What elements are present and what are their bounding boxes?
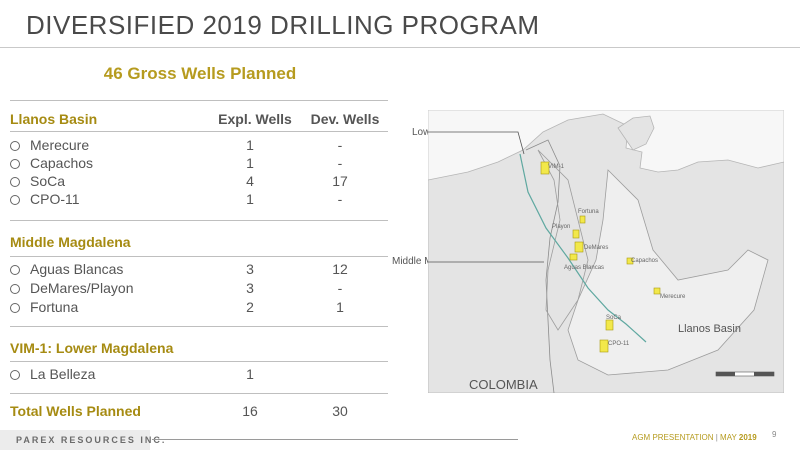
row-dev-value: - — [337, 191, 343, 207]
section-heading-llanos: Llanos Basin — [10, 111, 98, 127]
map-scale-segment — [716, 372, 735, 376]
slide-title: DIVERSIFIED 2019 DRILLING PROGRAM — [26, 10, 540, 40]
label-colombia: COLOMBIA — [469, 377, 538, 392]
table-row: Merecure 1 - — [10, 137, 390, 155]
block-cpo11 — [599, 339, 609, 353]
row-name: La Belleza — [30, 366, 96, 382]
label-llanos-basin: Llanos Basin — [678, 323, 741, 335]
row-dev-value: 1 — [336, 299, 344, 315]
block-demares — [574, 241, 584, 253]
footer-rule — [152, 439, 518, 440]
block-capachos — [626, 257, 634, 265]
bullet-circle-icon — [10, 370, 20, 380]
table-row: CPO-11 1 - — [10, 191, 390, 209]
row-expl-value: 4 — [246, 173, 254, 189]
column-header-expl: Expl. Wells — [218, 111, 292, 127]
bullet-circle-icon — [10, 141, 20, 151]
label-cpo11: CPO-11 — [608, 341, 630, 347]
section-heading-middle-magdalena: Middle Magdalena — [10, 234, 131, 250]
footer-year: 2019 — [738, 433, 757, 442]
footer-separator: | — [715, 433, 718, 442]
block-fortuna — [579, 215, 586, 224]
row-expl-value: 1 — [246, 191, 254, 207]
row-name: CPO-11 — [30, 191, 80, 207]
row-dev-value: 17 — [332, 173, 348, 189]
row-name: Aguas Blancas — [30, 261, 124, 277]
block-aguas-blancas — [569, 253, 578, 261]
row-expl-value: 1 — [246, 155, 254, 171]
column-header-dev: Dev. Wells — [310, 111, 380, 127]
row-expl-value: 1 — [246, 366, 254, 382]
table-row: SoCa 4 17 — [10, 173, 390, 191]
section-rule — [10, 256, 388, 257]
table-row: La Belleza 1 — [10, 366, 390, 384]
label-merecure: Merecure — [660, 294, 686, 300]
row-name: Fortuna — [30, 299, 79, 315]
section-rule — [10, 326, 388, 327]
footer-month: MAY — [720, 433, 737, 442]
footer-presentation-info: AGM PRESENTATION | MAY 2019 — [632, 433, 757, 442]
section-rule — [10, 131, 388, 132]
block-merecure — [653, 287, 661, 295]
section-rule — [10, 220, 388, 221]
row-dev-value: - — [337, 280, 343, 296]
row-dev-value: 12 — [332, 261, 348, 277]
row-name: DeMares/Playon — [30, 280, 134, 296]
bullet-circle-icon — [10, 159, 20, 169]
label-aguas-blancas: Aguas Blancas — [564, 265, 604, 271]
table-row: Aguas Blancas 3 12 — [10, 261, 390, 279]
company-logo-text: PAREX RESOURCES INC. — [16, 435, 167, 445]
section-rule — [10, 393, 388, 394]
bullet-circle-icon — [10, 303, 20, 313]
row-expl-value: 1 — [246, 137, 254, 153]
map-scale-segment — [754, 372, 774, 376]
row-dev-value: - — [337, 137, 343, 153]
block-soca — [605, 319, 614, 331]
footer-presentation: AGM PRESENTATION — [632, 433, 714, 442]
table-subtitle: 46 Gross Wells Planned — [103, 64, 297, 83]
page-number: 9 — [772, 430, 777, 439]
label-soca: SoCa — [606, 315, 622, 321]
title-divider — [0, 47, 800, 48]
table-row: DeMares/Playon 3 - — [10, 280, 390, 298]
row-name: Merecure — [30, 137, 90, 153]
guajira-peninsula — [617, 115, 655, 151]
llanos-basin-outline — [567, 169, 769, 376]
row-expl-value: 3 — [246, 261, 254, 277]
bullet-circle-icon — [10, 284, 20, 294]
row-expl-value: 3 — [246, 280, 254, 296]
section-rule — [10, 361, 388, 362]
row-dev-value: - — [337, 155, 343, 171]
bullet-circle-icon — [10, 195, 20, 205]
row-name: SoCa — [30, 173, 66, 189]
pipeline-line — [519, 153, 647, 343]
row-expl-value: 2 — [246, 299, 254, 315]
block-vim1 — [540, 161, 550, 175]
block-playon — [572, 229, 580, 239]
label-fortuna: Fortuna — [578, 209, 599, 215]
label-vim1: VIM-1 — [548, 164, 565, 170]
total-dev-value: 30 — [332, 403, 348, 419]
table-row: Capachos 1 - — [10, 155, 390, 173]
total-label: Total Wells Planned — [10, 403, 141, 419]
section-heading-lower-magdalena: VIM-1: Lower Magdalena — [10, 340, 174, 356]
label-capachos: Capachos — [631, 258, 658, 264]
table-row: Fortuna 2 1 — [10, 299, 390, 317]
row-name: Capachos — [30, 155, 94, 171]
colombia-basin-map: VIM-1 Fortuna Playon DeMares Aguas Blanc… — [428, 110, 784, 393]
basin-boundary — [525, 139, 561, 393]
total-row: Total Wells Planned 16 30 — [10, 403, 390, 421]
label-demares: DeMares — [584, 245, 608, 251]
table-top-rule — [10, 100, 388, 101]
total-expl-value: 16 — [242, 403, 258, 419]
bullet-circle-icon — [10, 177, 20, 187]
magdalena-basin-outline — [537, 149, 589, 331]
bullet-circle-icon — [10, 265, 20, 275]
callout-arrow-lower — [428, 131, 525, 155]
label-playon: Playon — [552, 224, 570, 230]
company-logo: PAREX RESOURCES INC. — [0, 430, 164, 450]
